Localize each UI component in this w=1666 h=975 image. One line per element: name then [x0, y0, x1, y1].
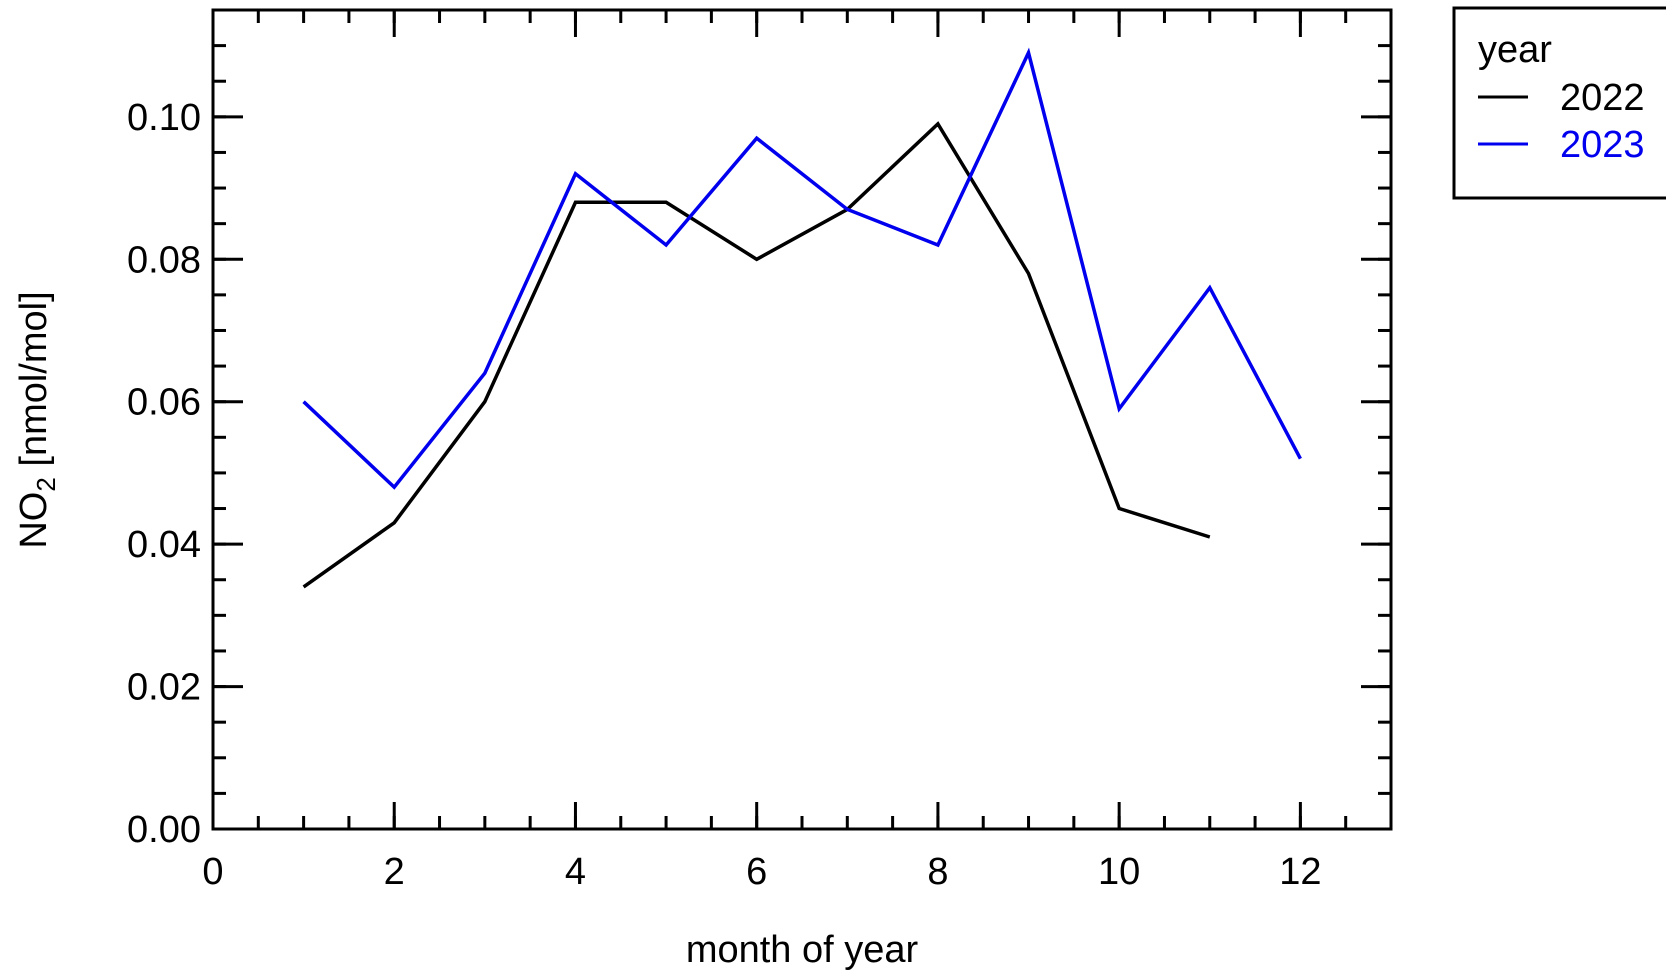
x-tick-label: 4	[565, 851, 586, 893]
plot-frame	[211, 8, 1393, 831]
series-line-2022	[302, 121, 1211, 589]
minor-ticks	[211, 8, 1393, 831]
x-tick-label: 10	[1098, 851, 1140, 893]
y-tick-label: 0.04	[127, 524, 201, 566]
x-tick-label: 0	[202, 851, 223, 893]
y-axis-label-unit: [nmol/mol]	[13, 291, 55, 477]
y-tick-label: 0.10	[127, 97, 201, 139]
legend-label-2022: 2022	[1560, 77, 1645, 119]
legend-title: year	[1478, 29, 1552, 71]
x-tick-label: 8	[927, 851, 948, 893]
y-axis-label-subscript: 2	[31, 477, 61, 491]
y-tick-label: 0.02	[127, 667, 201, 709]
x-tick-label: 2	[384, 851, 405, 893]
legend: year 2022 2023	[1452, 6, 1666, 200]
y-axis-label-main: NO	[13, 492, 55, 549]
x-axis-label: month of year	[686, 929, 919, 971]
x-tick-label: 6	[746, 851, 767, 893]
y-tick-label: 0.08	[127, 239, 201, 281]
x-tick-label: 12	[1279, 851, 1321, 893]
major-ticks	[211, 10, 1391, 831]
y-tick-label: 0.06	[127, 382, 201, 424]
y-tick-label: 0.00	[127, 809, 201, 851]
tick-labels: 0 2 4 6 8 10 12 0.00 0.02 0.04 0.06 0.08 0.10	[127, 97, 1321, 893]
y-axis-label: NO2 [nmol/mol]	[13, 291, 61, 548]
legend-label-2023: 2023	[1560, 124, 1645, 166]
series-lines	[302, 47, 1302, 589]
legend-box	[1452, 6, 1666, 200]
series-line-2023	[302, 47, 1302, 490]
